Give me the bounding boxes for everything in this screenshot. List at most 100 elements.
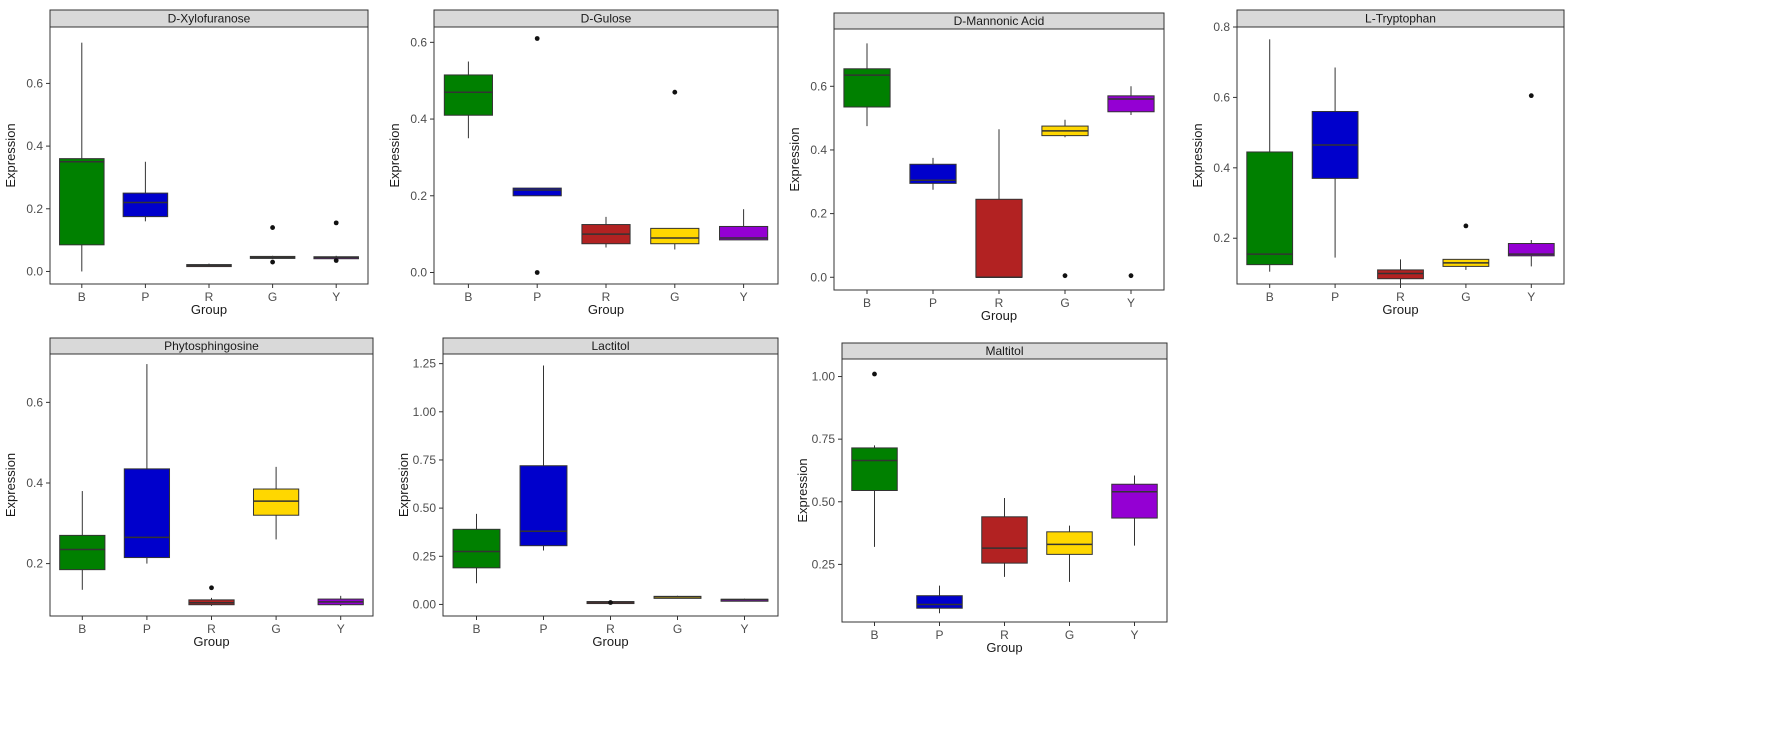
outlier-point: [209, 585, 214, 591]
y-tick-label: 0.50: [413, 501, 437, 515]
x-axis-title: Group: [1382, 302, 1418, 317]
outlier-point: [270, 225, 275, 230]
box-body: [1246, 151, 1294, 266]
y-tick-label: 0.2: [1213, 231, 1230, 245]
box-G: [650, 89, 700, 250]
chart-title: D-Xylofuranose: [168, 12, 251, 26]
box-B: [59, 42, 105, 272]
box-body: [512, 187, 562, 197]
x-tick-label: R: [602, 290, 611, 304]
y-tick-label: 0.50: [812, 495, 836, 509]
box-body: [851, 447, 898, 491]
outlier-point: [672, 89, 678, 95]
chart-title: Lactitol: [591, 339, 629, 353]
chart-title: D-Mannonic Acid: [954, 14, 1045, 28]
x-tick-label: P: [539, 622, 547, 636]
box-body: [1507, 243, 1555, 257]
x-tick-label: B: [78, 290, 86, 304]
chart-panel-5: Phytosphingosine 0.2 0.4 0.6 B P R G Y Group Expre…: [3, 337, 374, 649]
y-tick-label: 0.6: [26, 395, 43, 409]
x-tick-label: G: [1060, 296, 1069, 310]
outlier-point: [608, 600, 613, 605]
outlier-point: [1128, 273, 1134, 279]
box-body: [1377, 269, 1424, 280]
x-axis-title: Group: [191, 302, 227, 317]
y-tick-label: 0.4: [26, 139, 43, 153]
box-P: [1311, 67, 1359, 258]
x-tick-label: G: [670, 290, 679, 304]
x-tick-label: Y: [1527, 290, 1535, 304]
y-axis-title: Expression: [3, 453, 18, 517]
x-tick-label: Y: [1127, 296, 1135, 310]
outlier-point: [333, 258, 339, 263]
y-tick-label: 0.2: [26, 557, 43, 571]
x-tick-label: B: [1266, 290, 1274, 304]
box-R: [586, 600, 635, 605]
x-tick-label: P: [929, 296, 937, 310]
box-Y: [1107, 86, 1155, 279]
box-G: [252, 466, 300, 540]
box-B: [443, 61, 493, 139]
box-R: [981, 498, 1028, 577]
box-body: [1107, 95, 1155, 113]
x-axis-title: Group: [193, 634, 229, 649]
box-body: [1046, 531, 1093, 555]
box-body: [981, 516, 1028, 564]
y-tick-label: 0.4: [1213, 161, 1230, 175]
outlier-point: [1062, 273, 1068, 279]
box-body: [1111, 483, 1158, 519]
chart-title: L-Tryptophan: [1365, 12, 1436, 26]
outlier-point: [1528, 93, 1534, 99]
y-tick-label: 0.75: [812, 432, 836, 446]
x-tick-label: Y: [740, 622, 748, 636]
chart-panel-1: D-Xylofuranose 0.0 0.2 0.4 0.6 B P R G Y Group Expr…: [3, 9, 369, 317]
y-axis-title: Expression: [787, 127, 802, 191]
box-Y: [1507, 93, 1555, 267]
box-G: [1442, 223, 1490, 270]
y-axis-title: Expression: [396, 453, 411, 517]
box-P: [909, 157, 957, 190]
box-Y: [1111, 475, 1158, 546]
chart-panel-2: D-Gulose 0.0 0.2 0.4 0.6 B P R G Y Group Expression: [387, 9, 779, 317]
chart-panel-6: Lactitol 0.00 0.25 0.50 0.75 1.00 1.25 B P R G Y Gro…: [396, 337, 779, 649]
box-B: [843, 43, 891, 127]
box-body: [59, 534, 106, 571]
box-body: [123, 468, 171, 559]
box-B: [851, 371, 898, 547]
outlier-point: [333, 220, 339, 226]
x-tick-label: R: [606, 622, 615, 636]
chart-title: D-Gulose: [581, 12, 632, 26]
x-tick-label: G: [271, 622, 280, 636]
x-axis-title: Group: [981, 308, 1017, 323]
y-tick-label: 1.00: [413, 405, 437, 419]
y-tick-label: 0.00: [413, 597, 437, 611]
outlier-point: [872, 371, 877, 377]
x-tick-label: Y: [1130, 628, 1138, 642]
box-P: [122, 161, 169, 222]
box-P: [916, 585, 963, 614]
y-tick-label: 0.6: [810, 79, 827, 93]
x-tick-label: P: [1331, 290, 1339, 304]
y-tick-label: 0.6: [1213, 90, 1230, 104]
y-axis-title: Expression: [1190, 123, 1205, 187]
box-G: [1041, 119, 1089, 279]
x-tick-label: B: [78, 622, 86, 636]
chart-panel-4: L-Tryptophan 0.2 0.4 0.6 0.8 B P R G Y Group Expres…: [1190, 9, 1565, 317]
box-Y: [719, 209, 769, 241]
x-tick-label: R: [1000, 628, 1009, 642]
box-body: [719, 225, 769, 241]
x-tick-label: R: [1396, 290, 1405, 304]
box-B: [59, 491, 106, 590]
box-body: [650, 227, 700, 245]
y-tick-label: 1.00: [812, 370, 836, 384]
plot-area: [49, 353, 374, 617]
box-P: [512, 36, 562, 275]
box-body: [122, 192, 169, 218]
box-R: [975, 129, 1023, 279]
x-tick-label: P: [143, 622, 151, 636]
x-tick-label: G: [1065, 628, 1074, 642]
box-R: [188, 585, 235, 606]
y-tick-label: 0.6: [26, 76, 43, 90]
outlier-point: [270, 259, 275, 265]
